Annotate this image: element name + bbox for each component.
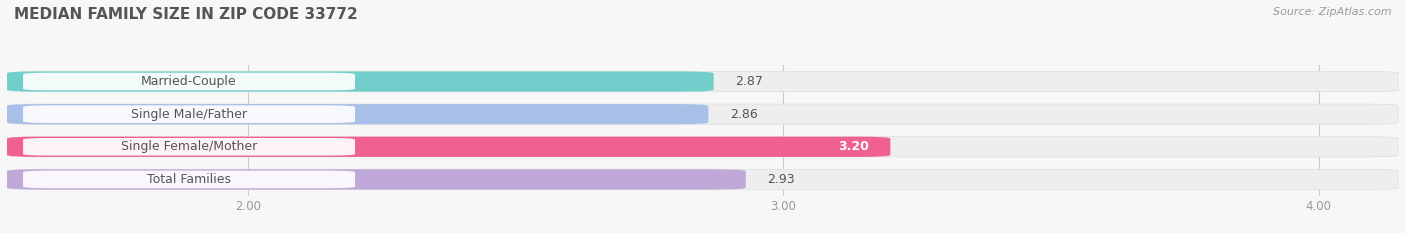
Text: MEDIAN FAMILY SIZE IN ZIP CODE 33772: MEDIAN FAMILY SIZE IN ZIP CODE 33772 <box>14 7 357 22</box>
FancyBboxPatch shape <box>22 73 354 90</box>
Text: Source: ZipAtlas.com: Source: ZipAtlas.com <box>1274 7 1392 17</box>
FancyBboxPatch shape <box>22 138 354 156</box>
Text: Married-Couple: Married-Couple <box>141 75 236 88</box>
FancyBboxPatch shape <box>7 104 1399 124</box>
Text: Single Male/Father: Single Male/Father <box>131 108 247 121</box>
FancyBboxPatch shape <box>22 105 354 123</box>
FancyBboxPatch shape <box>22 171 354 188</box>
Text: 2.86: 2.86 <box>730 108 758 121</box>
Text: Single Female/Mother: Single Female/Mother <box>121 140 257 153</box>
Text: 3.20: 3.20 <box>838 140 869 153</box>
FancyBboxPatch shape <box>7 137 1399 157</box>
FancyBboxPatch shape <box>7 137 890 157</box>
Text: 2.87: 2.87 <box>735 75 763 88</box>
Text: Total Families: Total Families <box>148 173 231 186</box>
FancyBboxPatch shape <box>7 169 745 189</box>
FancyBboxPatch shape <box>7 72 714 92</box>
FancyBboxPatch shape <box>7 72 1399 92</box>
FancyBboxPatch shape <box>7 169 1399 189</box>
Text: 2.93: 2.93 <box>768 173 794 186</box>
FancyBboxPatch shape <box>7 104 709 124</box>
